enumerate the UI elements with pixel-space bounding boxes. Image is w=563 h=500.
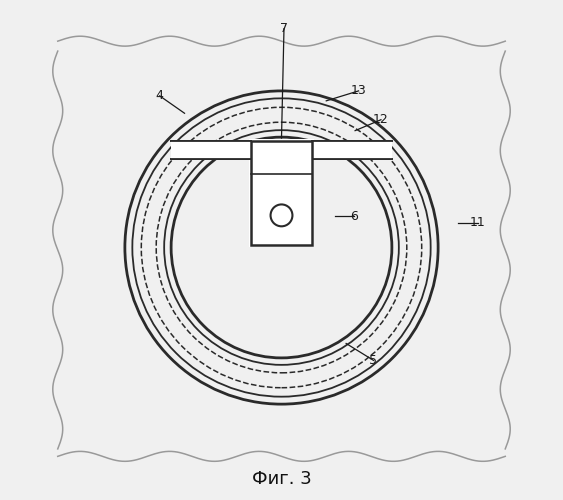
Text: Фиг. 3: Фиг. 3 xyxy=(252,470,311,488)
Text: 12: 12 xyxy=(373,113,389,126)
Bar xyxy=(251,140,312,245)
Text: 7: 7 xyxy=(280,22,288,35)
Bar xyxy=(249,139,314,246)
Bar xyxy=(312,140,392,158)
Text: 11: 11 xyxy=(470,216,486,229)
Bar xyxy=(171,140,251,158)
Text: 13: 13 xyxy=(351,84,367,98)
Text: 4: 4 xyxy=(156,90,164,102)
Text: 6: 6 xyxy=(350,210,358,222)
Text: 5: 5 xyxy=(369,354,377,367)
